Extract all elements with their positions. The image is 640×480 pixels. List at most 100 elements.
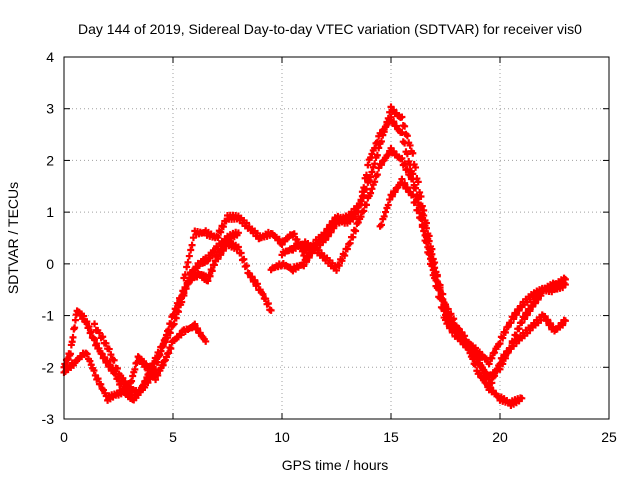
data-point — [501, 352, 509, 360]
data-series — [60, 103, 569, 410]
data-point — [501, 328, 509, 336]
data-point — [390, 118, 398, 126]
data-point — [496, 339, 504, 347]
x-tick-label: 5 — [169, 429, 177, 445]
data-point — [491, 372, 499, 380]
series-track-7 — [376, 175, 569, 394]
data-point — [403, 165, 411, 173]
data-point — [154, 358, 162, 366]
data-point — [515, 325, 523, 333]
x-axis-label: GPS time / hours — [282, 457, 389, 473]
data-point — [403, 183, 411, 191]
axis-ticks: 0 5 10 15 20 25 -3 -2 -1 0 1 2 3 4 — [42, 49, 617, 445]
data-point — [380, 212, 388, 220]
data-point — [439, 295, 447, 303]
data-point — [91, 320, 99, 328]
data-point — [352, 208, 360, 216]
data-point — [357, 197, 365, 205]
data-point — [208, 267, 216, 275]
data-point — [354, 218, 362, 226]
data-point — [367, 189, 375, 197]
data-point — [217, 228, 225, 236]
y-tick-label: 2 — [46, 152, 54, 168]
data-point — [71, 324, 79, 332]
data-point — [106, 361, 114, 369]
data-point — [184, 258, 192, 266]
data-point — [107, 351, 115, 359]
data-point — [465, 345, 473, 353]
data-point — [391, 188, 399, 196]
data-point — [471, 361, 479, 369]
data-point — [384, 151, 392, 159]
data-point — [482, 369, 490, 377]
data-point — [383, 118, 391, 126]
data-point — [398, 175, 406, 183]
data-point — [165, 326, 173, 334]
data-point — [515, 307, 523, 315]
data-point — [406, 141, 414, 149]
data-point — [90, 367, 98, 375]
data-point — [243, 219, 251, 227]
data-point — [305, 253, 313, 261]
data-point — [414, 193, 422, 201]
data-point — [214, 255, 222, 263]
data-point — [253, 280, 261, 288]
data-point — [388, 192, 396, 200]
data-point — [420, 222, 428, 230]
data-point — [518, 394, 526, 402]
data-point — [364, 161, 372, 169]
y-tick-label: 4 — [46, 49, 54, 65]
data-point — [531, 299, 539, 307]
y-axis-label: SDTVAR / TECUs — [5, 182, 21, 294]
data-point — [262, 295, 270, 303]
data-point — [103, 357, 111, 365]
y-tick-label: -3 — [42, 411, 55, 427]
data-point — [194, 324, 202, 332]
data-point — [219, 247, 227, 255]
data-point — [191, 320, 199, 328]
data-point — [333, 266, 340, 274]
data-point — [561, 317, 569, 325]
data-point — [422, 233, 430, 241]
data-point — [94, 375, 102, 383]
data-point — [425, 237, 433, 245]
y-tick-label: 0 — [46, 256, 54, 272]
data-point — [412, 163, 420, 171]
data-point — [401, 179, 409, 187]
data-point — [338, 257, 346, 265]
data-point — [99, 333, 107, 341]
data-point — [324, 232, 332, 240]
data-point — [417, 215, 425, 223]
data-point — [403, 132, 411, 140]
data-point — [444, 310, 452, 318]
data-point — [83, 318, 91, 326]
data-point — [398, 154, 406, 162]
data-point — [447, 315, 455, 323]
data-point — [499, 356, 507, 364]
data-point — [177, 331, 185, 339]
data-point — [102, 339, 110, 347]
data-point — [412, 198, 420, 206]
series-track-3 — [91, 237, 275, 398]
data-point — [406, 171, 414, 179]
data-point — [469, 355, 477, 363]
data-point — [401, 160, 409, 168]
x-tick-label: 10 — [274, 429, 290, 445]
data-point — [471, 344, 479, 352]
data-point — [412, 184, 420, 192]
data-point — [559, 321, 567, 329]
data-point — [234, 243, 242, 251]
data-point — [303, 258, 311, 266]
data-point — [113, 364, 121, 372]
plot-frame — [63, 56, 610, 420]
data-point — [188, 241, 196, 249]
data-point — [322, 236, 330, 244]
data-point — [377, 137, 385, 145]
y-tick-label: -1 — [42, 308, 55, 324]
data-point — [183, 263, 191, 271]
data-point — [461, 337, 469, 345]
data-point — [496, 360, 504, 368]
data-point — [382, 208, 390, 216]
data-point — [341, 252, 349, 260]
